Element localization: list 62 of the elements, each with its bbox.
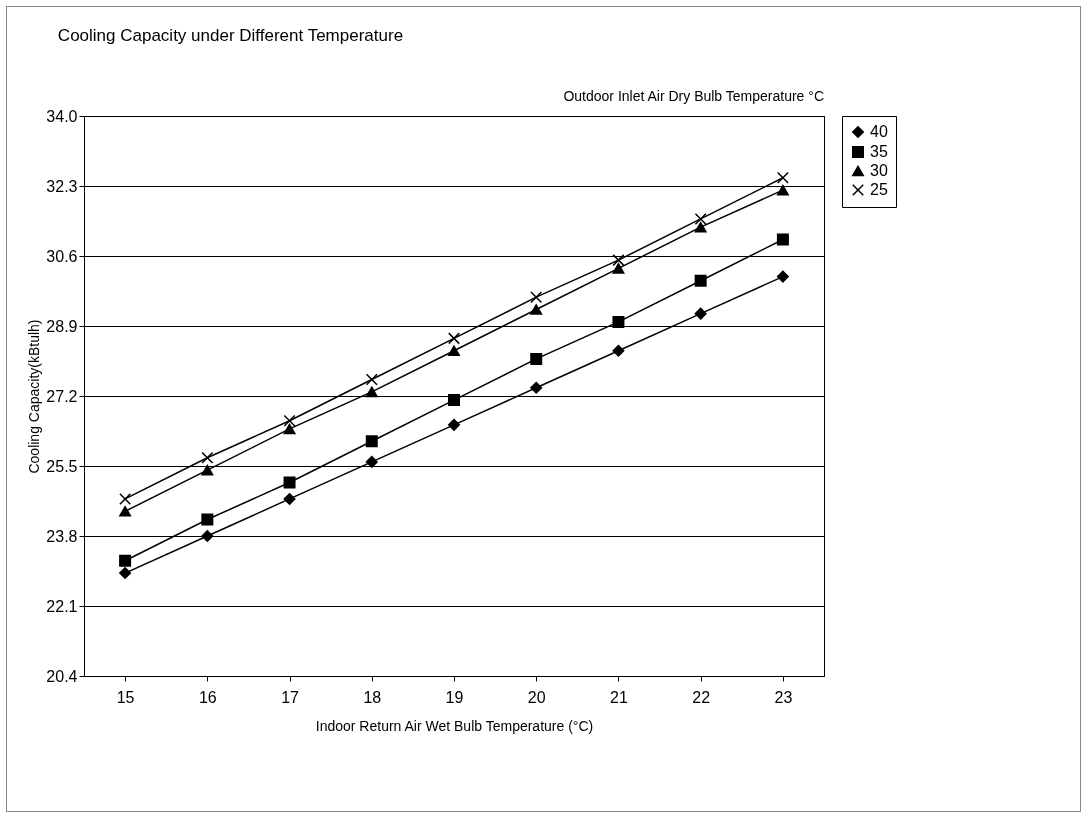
x-tick-label: 20: [527, 688, 546, 706]
point: [201, 513, 214, 526]
point: [448, 332, 460, 345]
point: [365, 455, 378, 468]
point: [612, 344, 625, 357]
point: [694, 274, 707, 287]
point: [530, 291, 543, 304]
y-axis-title: Cooling Capacity(kBtulh): [26, 319, 43, 474]
x-tick-label: 18: [363, 688, 382, 706]
point: [530, 304, 543, 315]
point: [530, 381, 543, 394]
x-tick-label: 22: [692, 688, 711, 706]
point: [119, 506, 132, 517]
y-tick-label: 23.8: [46, 527, 78, 545]
x-tick-label: 15: [116, 688, 135, 706]
point: [612, 263, 625, 274]
x-tick-label: 19: [445, 688, 464, 706]
point: [530, 352, 543, 365]
chart-title: Cooling Capacity under Different Temperature: [57, 26, 404, 45]
y-tick-label: 27.2: [46, 387, 78, 405]
point: [283, 414, 296, 427]
y-tick-label: 32.3: [46, 177, 78, 195]
point: [448, 394, 460, 407]
point: [119, 554, 132, 567]
x-axis-title: Indoor Return Air Wet Bulb Temperature (°C): [315, 717, 594, 734]
point: [119, 492, 132, 505]
point: [448, 418, 460, 431]
y-tick-label: 34.0: [46, 107, 78, 125]
point: [365, 373, 378, 386]
y-tick-label: 22.1: [46, 597, 78, 615]
x-tick-label: 16: [198, 688, 217, 706]
point: [776, 184, 789, 196]
x-tick-label: 17: [281, 688, 300, 706]
point: [201, 530, 214, 542]
legend-label: 40: [870, 123, 888, 140]
point: [283, 492, 296, 505]
point: [283, 476, 296, 489]
legend-title: Outdoor Inlet Air Dry Bulb Temperature °C: [563, 88, 824, 104]
point: [201, 464, 214, 476]
point: [448, 345, 460, 356]
y-tick-label: 30.6: [46, 247, 78, 265]
point: [283, 423, 296, 435]
point: [612, 254, 625, 267]
legend-label: 30: [870, 162, 888, 179]
point: [201, 451, 214, 464]
x-tick-label: 23: [774, 688, 793, 706]
point: [776, 171, 789, 184]
point: [776, 270, 789, 283]
point: [365, 386, 378, 398]
y-tick-label: 20.4: [46, 667, 78, 685]
point: [776, 233, 789, 246]
point: [694, 212, 707, 225]
x-tick-label: 21: [610, 688, 628, 706]
point: [119, 567, 132, 580]
y-tick-label: 25.5: [46, 457, 78, 475]
legend-label: 35: [870, 143, 888, 160]
point: [694, 221, 707, 233]
point: [365, 435, 378, 448]
point: [612, 315, 625, 328]
legend-label: 25: [870, 181, 888, 198]
point: [694, 307, 707, 320]
y-tick-label: 28.9: [46, 317, 78, 335]
